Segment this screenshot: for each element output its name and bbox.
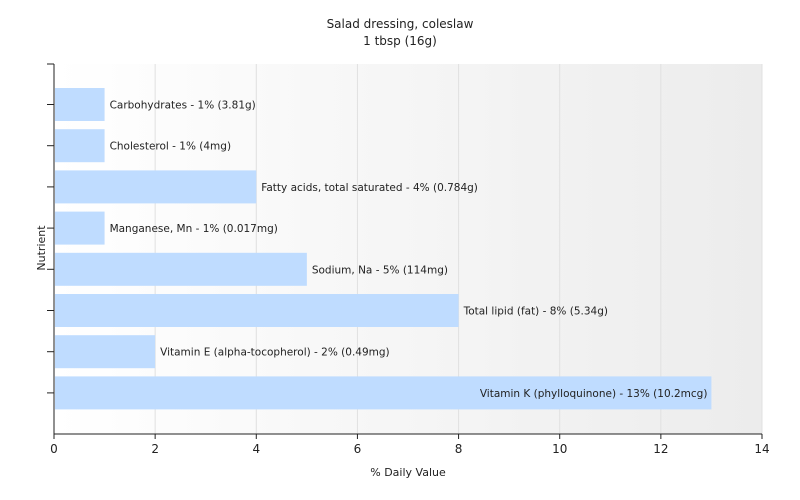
grid-lines (154, 64, 763, 434)
axes (53, 64, 762, 435)
chart-subtitle: 1 tbsp (16g) (363, 34, 437, 48)
bar-label: Vitamin E (alpha-tocopherol) - 2% (0.49m… (160, 347, 390, 359)
x-tick-label: 0 (50, 442, 58, 456)
bar-label: Sodium, Na - 5% (114mg) (312, 264, 448, 276)
bar-label: Vitamin K (phylloquinone) - 13% (10.2mcg… (480, 388, 708, 400)
y-axis-title: Nutrient (35, 225, 48, 271)
bar (55, 88, 105, 121)
bar-label: Carbohydrates - 1% (3.81g) (110, 100, 256, 112)
bar (55, 335, 156, 369)
bar (55, 211, 105, 245)
bar (55, 129, 105, 163)
bar (55, 376, 712, 410)
bar-label: Cholesterol - 1% (4mg) (110, 141, 232, 153)
chart-title: Salad dressing, coleslaw (327, 17, 474, 31)
ticks: 0 2 4 6 8 10 12 14 (47, 63, 770, 456)
bar (55, 294, 459, 327)
bar (55, 170, 257, 204)
x-tick-label: 10 (552, 442, 567, 456)
x-tick-label: 8 (455, 442, 463, 456)
plot-background (54, 64, 762, 434)
x-tick-label: 2 (151, 442, 159, 456)
bar-label: Manganese, Mn - 1% (0.017mg) (110, 223, 278, 235)
bar-label: Fatty acids, total saturated - 4% (0.784… (261, 182, 478, 194)
bar (55, 252, 307, 286)
bar-label: Total lipid (fat) - 8% (5.34g) (463, 306, 608, 318)
x-tick-label: 4 (252, 442, 260, 456)
x-tick-label: 12 (653, 442, 668, 456)
x-tick-label: 14 (754, 442, 769, 456)
x-axis-title: % Daily Value (370, 466, 446, 479)
bars: Carbohydrates - 1% (3.81g) Cholesterol - … (55, 88, 712, 410)
x-tick-label: 6 (354, 442, 362, 456)
